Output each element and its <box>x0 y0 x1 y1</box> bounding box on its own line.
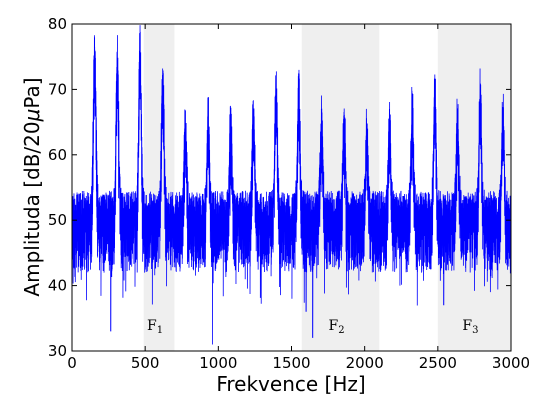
y-tick-label: 40 <box>48 277 67 295</box>
band-label-letter: F <box>462 318 472 334</box>
band-label-subscript: 2 <box>338 325 344 336</box>
band-label-3: F3 <box>462 318 478 336</box>
x-axis-title: Frekvence [Hz] <box>216 372 365 396</box>
y-axis-title: Amplituda [dB/20μPa] <box>20 77 44 296</box>
y-tick-label: 80 <box>48 15 67 33</box>
x-tick-label: 2000 <box>346 354 384 372</box>
y-tick-label: 70 <box>48 80 67 98</box>
x-tick-label: 3000 <box>492 354 530 372</box>
band-label-letter: F <box>147 318 157 334</box>
spectrum-series <box>71 25 512 345</box>
band-label-subscript: 3 <box>472 325 478 336</box>
x-tick-label: 2500 <box>419 354 457 372</box>
axis-ticks: 0 500 1000 1500 2000 2500 3000 30 40 50 60 70 80 <box>48 15 530 372</box>
band-label-1: F1 <box>147 318 163 336</box>
band-label-2: F2 <box>328 318 344 336</box>
band-1 <box>143 24 175 351</box>
y-tick-label: 30 <box>48 342 67 360</box>
y-axis-title-unit: Pa] <box>20 77 44 108</box>
y-axis-title-mu: μ <box>20 109 44 123</box>
band-label-subscript: 1 <box>157 325 163 336</box>
y-tick-label: 60 <box>48 146 67 164</box>
x-tick-label: 1000 <box>199 354 237 372</box>
x-tick-label: 1500 <box>272 354 310 372</box>
band-2 <box>301 24 380 351</box>
frequency-bands: F1 F2 F3 <box>143 24 511 351</box>
x-tick-label: 500 <box>131 354 160 372</box>
x-tick-label: 0 <box>67 354 77 372</box>
spectrum-line <box>71 25 512 345</box>
y-tick-label: 50 <box>48 211 67 229</box>
band-3 <box>437 24 511 351</box>
y-axis-title-main: Amplituda [dB/20 <box>20 121 44 296</box>
band-label-letter: F <box>328 318 338 334</box>
